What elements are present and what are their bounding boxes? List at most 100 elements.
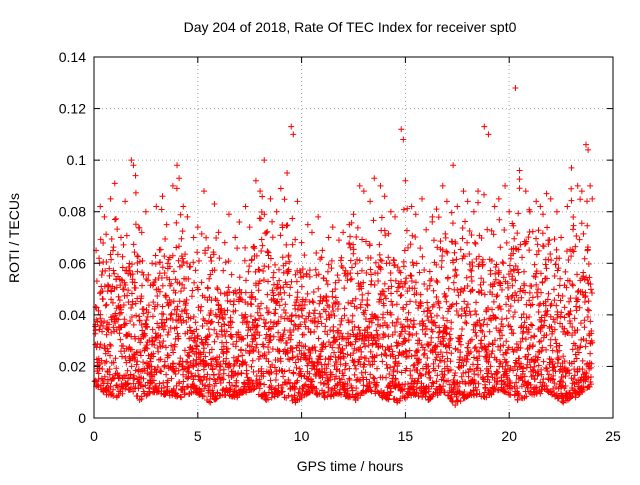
data-point	[373, 327, 380, 334]
data-point	[255, 287, 262, 294]
data-point	[272, 306, 279, 313]
data-point	[242, 289, 249, 296]
data-point	[152, 261, 159, 268]
data-point	[130, 388, 137, 395]
data-point	[323, 365, 330, 372]
data-point	[201, 373, 208, 380]
data-point	[137, 348, 144, 355]
data-point	[484, 321, 491, 328]
data-point	[393, 301, 400, 308]
data-point	[464, 301, 471, 308]
data-point	[216, 255, 223, 262]
data-point	[316, 300, 323, 307]
data-point	[222, 259, 229, 266]
data-point	[546, 237, 553, 244]
data-point	[577, 320, 584, 327]
data-point	[507, 255, 514, 262]
data-point	[387, 269, 394, 276]
data-point	[417, 245, 424, 252]
data-point	[172, 371, 179, 378]
data-point	[270, 323, 277, 330]
y-tick-label: 0.04	[59, 307, 86, 323]
data-point	[204, 285, 211, 292]
x-tick-label: 0	[90, 428, 98, 444]
data-point	[116, 330, 123, 337]
data-point	[181, 347, 188, 354]
data-point	[175, 367, 182, 374]
data-point	[183, 296, 190, 303]
data-point	[306, 389, 313, 396]
data-point	[214, 286, 221, 293]
data-point	[331, 376, 338, 383]
data-point	[334, 272, 341, 279]
data-point	[314, 323, 321, 330]
data-point	[443, 349, 450, 356]
data-point	[568, 197, 575, 204]
data-point	[444, 317, 451, 324]
data-point	[199, 381, 206, 388]
data-point	[312, 347, 319, 354]
data-point	[335, 300, 342, 307]
data-point	[574, 182, 581, 189]
data-point	[235, 329, 242, 336]
data-point	[104, 345, 111, 352]
data-point	[107, 342, 114, 349]
data-point	[170, 268, 177, 275]
data-point	[306, 309, 313, 316]
data-point	[248, 377, 255, 384]
data-point	[409, 323, 416, 330]
data-point	[106, 371, 113, 378]
data-point	[261, 157, 268, 164]
data-point	[108, 329, 115, 336]
data-point	[156, 356, 162, 363]
data-point	[185, 383, 192, 390]
data-point	[289, 355, 296, 362]
data-point	[224, 345, 231, 352]
data-point	[140, 375, 147, 382]
data-point	[220, 350, 227, 357]
data-point	[562, 268, 569, 275]
data-point	[462, 319, 469, 326]
data-point	[283, 241, 290, 248]
data-point	[273, 208, 280, 215]
data-point	[151, 342, 158, 349]
data-point	[566, 311, 573, 318]
data-point	[502, 182, 509, 189]
data-point	[207, 320, 214, 327]
data-point	[146, 390, 153, 397]
data-point	[404, 323, 411, 330]
data-point	[110, 386, 117, 393]
data-point	[250, 243, 257, 250]
data-point	[154, 292, 161, 299]
data-point	[424, 313, 431, 320]
data-point	[181, 285, 188, 292]
data-point	[174, 162, 181, 169]
data-point	[158, 206, 165, 213]
data-point	[367, 266, 374, 273]
data-point	[214, 285, 221, 292]
data-point	[318, 320, 325, 327]
data-point	[323, 297, 330, 304]
data-point	[301, 301, 308, 308]
data-point	[275, 329, 282, 336]
data-point	[211, 338, 218, 345]
data-point	[526, 247, 533, 254]
data-point	[304, 290, 311, 297]
data-point	[178, 262, 185, 269]
data-point	[442, 234, 449, 241]
data-point	[452, 402, 459, 409]
data-point	[302, 296, 309, 303]
data-point	[329, 293, 336, 300]
data-point	[110, 324, 117, 331]
data-point	[190, 376, 197, 383]
data-point	[589, 290, 596, 297]
data-point	[460, 188, 467, 195]
data-point	[459, 235, 466, 242]
data-point	[381, 193, 388, 200]
data-point	[171, 368, 178, 375]
data-point	[111, 180, 118, 187]
data-point	[294, 198, 301, 205]
data-point	[128, 290, 135, 297]
data-point	[252, 344, 259, 351]
data-point	[234, 357, 241, 364]
